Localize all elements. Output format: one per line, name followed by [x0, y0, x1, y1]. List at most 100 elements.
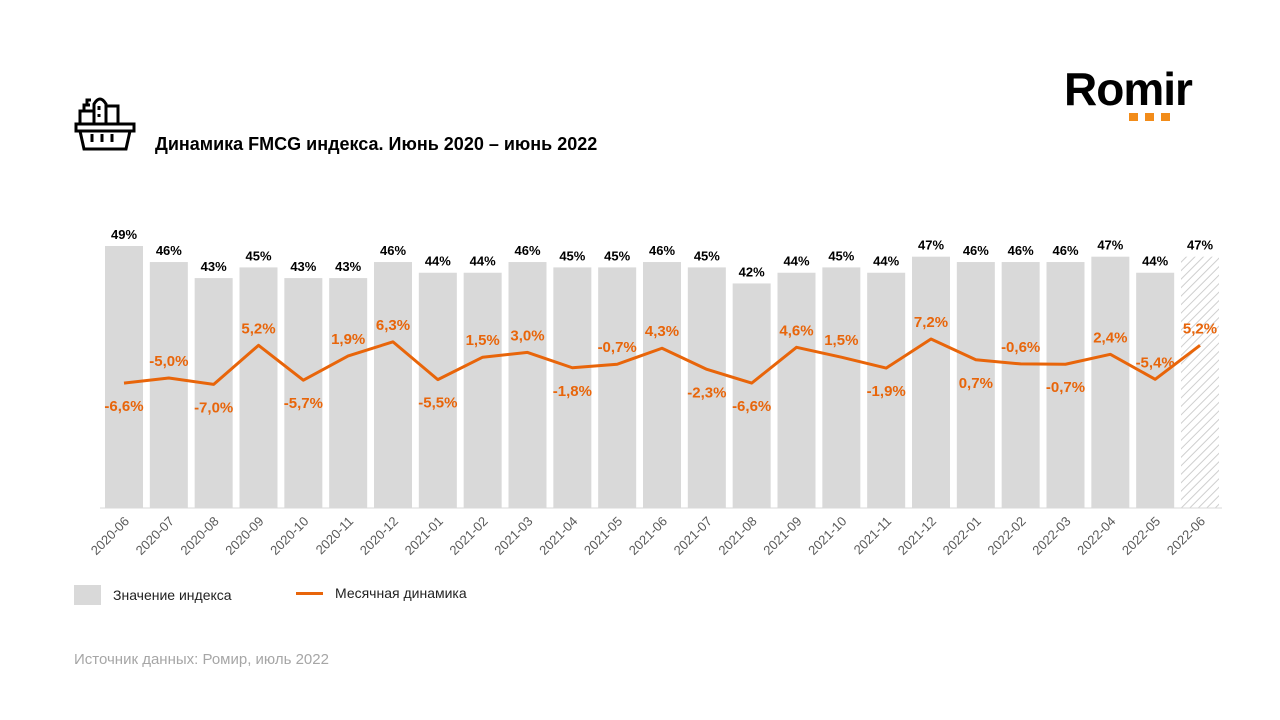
bar-value-label: 46%: [1008, 243, 1034, 258]
bar-value-label: 47%: [918, 238, 944, 253]
bar: [687, 267, 726, 508]
line-value-label: 3,0%: [510, 327, 544, 344]
line-value-label: -6,6%: [732, 398, 771, 415]
bar: [643, 262, 681, 508]
bar-value-label: 46%: [963, 243, 989, 258]
x-tick-label: 2021-10: [805, 514, 849, 558]
bar-value-label: 46%: [514, 243, 540, 258]
bar: [374, 262, 412, 508]
bar: [912, 256, 950, 508]
bar-value-label: 46%: [156, 243, 182, 258]
bar: [105, 246, 143, 508]
bar-value-label: 45%: [559, 248, 585, 263]
bar-value-label: 47%: [1097, 238, 1123, 253]
x-tick-label: 2020-11: [313, 514, 357, 558]
bar-value-label: 43%: [201, 259, 227, 274]
legend-item-index: Значение индекса: [74, 585, 232, 605]
line-value-label: -5,0%: [149, 353, 188, 370]
x-tick-label: 2020-09: [222, 514, 266, 558]
x-tick-label: 2020-10: [267, 514, 311, 558]
x-tick-label: 2022-04: [1074, 514, 1118, 558]
bar: [598, 267, 637, 508]
x-tick-label: 2022-03: [1029, 514, 1073, 558]
x-tick-label: 2020-06: [88, 514, 132, 558]
bar: [418, 272, 457, 508]
line-value-label: -0,6%: [1001, 339, 1040, 356]
x-tick-label: 2022-01: [940, 514, 984, 558]
line-value-label: 1,5%: [466, 332, 500, 349]
x-tick-label: 2021-12: [895, 514, 939, 558]
x-tick-label: 2020-08: [177, 514, 221, 558]
x-tick-label: 2020-07: [133, 514, 177, 558]
bar-value-label: 44%: [1142, 254, 1168, 269]
line-value-label: -5,7%: [284, 395, 323, 412]
x-tick-label: 2021-03: [491, 514, 535, 558]
bar: [463, 272, 502, 508]
bar: [822, 267, 861, 508]
bar: [329, 278, 368, 508]
bar: [867, 272, 906, 508]
x-tick-label: 2021-02: [446, 514, 490, 558]
x-tick-label: 2021-11: [851, 514, 895, 558]
source-note: Источник данных: Ромир, июль 2022: [74, 651, 329, 668]
line-value-label: 1,5%: [824, 332, 858, 349]
x-tick-label: 2021-05: [581, 514, 625, 558]
bar: [732, 283, 771, 508]
bar: [1136, 272, 1175, 508]
x-tick-label: 2021-09: [760, 514, 804, 558]
legend-swatch-line: [296, 591, 323, 595]
bar-value-label: 45%: [604, 248, 630, 263]
bar-value-label: 43%: [290, 259, 316, 274]
monthly-line: [123, 337, 1201, 386]
bar-value-label: 42%: [739, 264, 765, 279]
bar-value-label: 46%: [649, 243, 675, 258]
bar-value-label: 44%: [873, 254, 899, 269]
legend-item-monthly: Месячная динамика: [296, 585, 467, 601]
romir-logo: Romir: [1064, 63, 1193, 115]
line-value-label: 7,2%: [914, 314, 948, 331]
grocery-basket-icon: [74, 94, 136, 157]
line-value-label: -2,3%: [687, 384, 726, 401]
line-value-label: -0,7%: [1046, 379, 1085, 396]
line-value-label: -5,4%: [1136, 354, 1175, 371]
line-value-label: -6,6%: [104, 398, 143, 415]
line-value-label: 0,7%: [959, 375, 993, 392]
x-tick-label: 2021-04: [536, 514, 580, 558]
bar: [1181, 256, 1219, 508]
bar: [1046, 262, 1085, 508]
logo-dots: [1129, 113, 1170, 121]
line-value-label: 6,3%: [376, 317, 410, 334]
bar-value-label: 46%: [380, 243, 406, 258]
bar: [1091, 256, 1130, 508]
line-value-label: 1,9%: [331, 331, 365, 348]
bar: [1001, 262, 1040, 508]
x-tick-label: 2022-05: [1119, 514, 1163, 558]
x-tick-label: 2021-07: [671, 514, 715, 558]
bar: [149, 262, 188, 508]
x-tick-label: 2021-06: [626, 514, 670, 558]
legend-label-index: Значение индекса: [113, 587, 232, 603]
bar-value-label: 47%: [1187, 238, 1213, 253]
line-value-label: 5,2%: [1183, 320, 1217, 337]
bar: [284, 278, 323, 508]
line-value-label: -7,0%: [194, 399, 233, 416]
bar: [777, 272, 816, 508]
legend-swatch-bar: [74, 585, 101, 605]
bar-value-label: 44%: [425, 254, 451, 269]
bar-value-label: 45%: [694, 248, 720, 263]
bar: [194, 278, 233, 508]
bar-value-label: 44%: [783, 254, 809, 269]
line-value-label: 2,4%: [1093, 329, 1127, 346]
bar-value-label: 43%: [335, 259, 361, 274]
fmcg-index-chart: 49% 2020-06 46% 2020-07 43% 2020-08 45% 2020-09…: [88, 227, 1222, 558]
bar: [956, 262, 995, 508]
bar-value-label: 49%: [111, 227, 137, 242]
line-value-label: -0,7%: [598, 339, 637, 356]
x-tick-label: 2022-02: [984, 514, 1028, 558]
bar-value-label: 45%: [828, 248, 854, 263]
line-value-label: 5,2%: [241, 320, 275, 337]
bar-value-label: 46%: [1052, 243, 1078, 258]
chart-title: Динамика FMCG индекса. Июнь 2020 – июнь …: [155, 134, 598, 154]
line-value-label: -1,9%: [867, 383, 906, 400]
bar: [239, 267, 278, 508]
